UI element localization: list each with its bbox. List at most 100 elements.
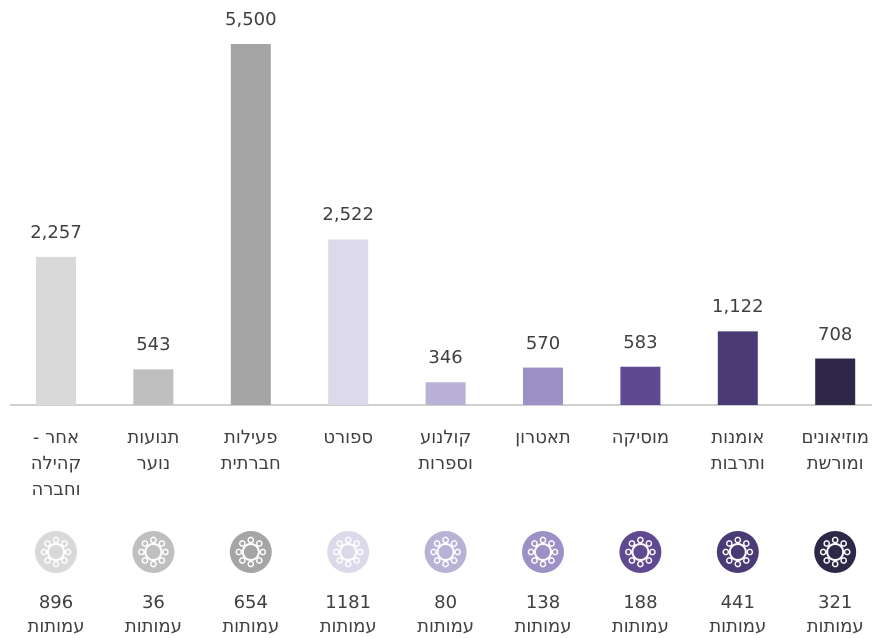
- icon-dot: [840, 540, 848, 547]
- icon-dot: [259, 548, 267, 556]
- icon-dot: [539, 536, 547, 544]
- icon-dot: [61, 540, 68, 547]
- icon-dot: [734, 536, 742, 544]
- icon-dot: [539, 560, 547, 568]
- icon-dot: [433, 540, 441, 547]
- org-count: 138: [525, 592, 561, 613]
- icon-dot: [823, 557, 831, 564]
- icon-dot: [628, 557, 636, 564]
- value-label: 583: [623, 331, 658, 353]
- icon-dot: [454, 548, 461, 556]
- icon-dot: [649, 548, 656, 556]
- org-count: 896: [38, 592, 74, 613]
- icon-dot: [64, 548, 72, 556]
- icon-dot: [843, 548, 851, 556]
- bar: [523, 367, 563, 405]
- icon-ring: [631, 543, 650, 561]
- icon-dot: [52, 560, 60, 568]
- icon-dot: [531, 557, 538, 564]
- value-label: 1,122: [712, 296, 764, 318]
- icon-dot: [734, 560, 742, 568]
- org-label: עמותות: [319, 616, 377, 637]
- org-label: עמותות: [709, 616, 767, 637]
- icon-dot: [353, 540, 361, 547]
- icon-dot: [548, 557, 555, 564]
- category-label: אומנות ותרבות: [710, 427, 765, 474]
- icon-ring: [436, 543, 455, 561]
- category-label: מוזיאונים ומורשת: [801, 427, 869, 474]
- icon-dot: [831, 536, 839, 544]
- icon-dot: [637, 560, 644, 568]
- icon-dot: [44, 557, 51, 564]
- icon-dot: [442, 560, 449, 568]
- icon-dot: [548, 540, 555, 547]
- icon-dot: [344, 560, 352, 568]
- bar: [328, 239, 369, 405]
- icon-ring: [826, 543, 845, 561]
- icon-dot: [645, 557, 653, 564]
- org-label: עמותות: [417, 616, 475, 637]
- icon-dot: [141, 540, 149, 547]
- icon-dot: [742, 557, 750, 564]
- icon-dot: [551, 548, 559, 556]
- icon-dot: [247, 560, 255, 568]
- category-label: תנועות נוער: [127, 427, 180, 474]
- icon-dot: [238, 557, 246, 564]
- icon-dot: [255, 540, 263, 547]
- icon-ring: [241, 543, 260, 561]
- icon-dot: [819, 548, 827, 556]
- icon-dot: [742, 540, 750, 547]
- org-label: עמותות: [806, 616, 864, 637]
- icon-dot: [831, 560, 839, 568]
- icon-dot: [450, 540, 458, 547]
- org-label: עמותות: [124, 616, 182, 637]
- icon-dot: [336, 557, 344, 564]
- bar: [230, 44, 271, 405]
- icon-dot: [158, 557, 166, 564]
- icon-dot: [247, 536, 255, 544]
- icon-dot: [356, 548, 364, 556]
- icon-ring: [47, 543, 65, 561]
- icon-dot: [52, 536, 60, 544]
- org-count: 1181: [325, 592, 372, 613]
- category-label: תאטרון: [515, 427, 571, 448]
- icon-dot: [442, 536, 449, 544]
- icon-dot: [527, 548, 535, 556]
- value-label: 570: [525, 332, 561, 354]
- bar: [425, 382, 466, 405]
- value-label: 2,522: [322, 204, 374, 226]
- category-label: פעילות חברתית: [220, 427, 281, 474]
- icon-dot: [44, 540, 51, 547]
- value-label: 708: [818, 323, 853, 345]
- org-count: 654: [233, 592, 268, 613]
- icon-dot: [637, 536, 644, 544]
- value-label: 5,500: [225, 9, 277, 30]
- bar: [36, 256, 76, 405]
- icon-dot: [162, 548, 169, 556]
- icon-dot: [645, 540, 653, 547]
- icon-dot: [255, 557, 263, 564]
- icon-dot: [138, 548, 145, 556]
- value-label: 346: [428, 347, 463, 369]
- org-label: עמותות: [611, 616, 669, 637]
- category-label: קולנוע וספרות: [418, 427, 473, 474]
- org-count: 36: [141, 592, 165, 613]
- value-label: 2,257: [30, 221, 82, 243]
- icon-ring: [339, 543, 358, 561]
- icon-dot: [430, 548, 437, 556]
- icon-dot: [332, 548, 340, 556]
- bar: [717, 331, 758, 405]
- icon-dot: [235, 548, 243, 556]
- bar: [815, 358, 856, 405]
- bar: [620, 366, 661, 405]
- org-label: עמותות: [27, 616, 85, 637]
- icon-dot: [531, 540, 538, 547]
- icon-dot: [725, 540, 733, 547]
- icon-dot: [722, 548, 730, 556]
- org-count: 188: [623, 592, 658, 613]
- icon-dot: [150, 560, 157, 568]
- icon-dot: [823, 540, 831, 547]
- org-label: עמותות: [514, 616, 572, 637]
- icon-dot: [336, 540, 344, 547]
